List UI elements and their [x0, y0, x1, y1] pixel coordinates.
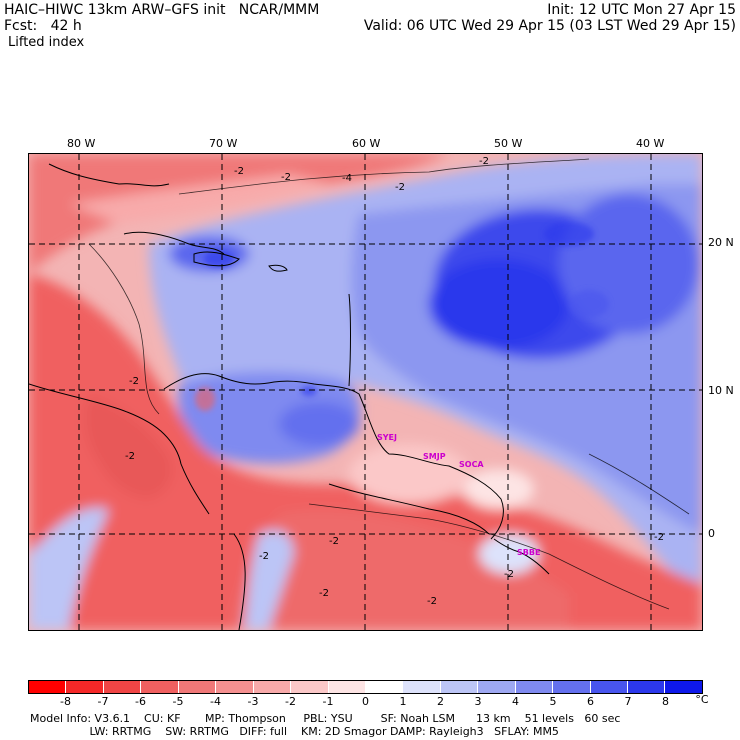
colorbar-tick-label: -1: [322, 695, 334, 708]
colorbar-cell: [439, 681, 478, 693]
contour-label: -2: [234, 166, 244, 177]
contour-label: -2: [281, 172, 291, 183]
colorbar-cell: [327, 681, 365, 693]
contour-label: -2: [479, 156, 489, 167]
graticule: [29, 154, 702, 630]
lon-label-60w: 60 W: [352, 137, 381, 150]
colorbar-tick-label: -6: [135, 695, 146, 708]
colorbar-tick-label: -2: [285, 695, 296, 708]
field-name: Lifted index: [8, 35, 85, 50]
colorbar-tick-label: -4: [210, 695, 221, 708]
colorbar-tick-label: 6: [587, 695, 594, 708]
colorbar-tick-label: 1: [399, 695, 407, 708]
lat-label-20n: 20 N: [708, 236, 734, 249]
model-title: HAIC–HIWC 13km ARW–GFS init NCAR/MMM: [4, 2, 320, 18]
model-info-line2: LW: RRTMG SW: RRTMG DIFF: full KM: 2D Sm…: [30, 725, 559, 738]
station-syej: SYEJ: [377, 433, 397, 442]
colorbar-cell: [29, 681, 66, 693]
colorbar-tick-label: 0: [362, 695, 369, 708]
lon-label-40w: 40 W: [636, 137, 665, 150]
contour-label: -2: [259, 551, 269, 562]
init-time: Init: 12 UTC Mon 27 Apr 15: [547, 2, 736, 18]
colorbar-tick-label: -8: [60, 695, 71, 708]
contour-label: -2: [329, 536, 339, 547]
colorbar-cell: [65, 681, 103, 693]
colorbar-cell: [552, 681, 590, 693]
colorbar-cell: [402, 681, 440, 693]
colorbar-tick-label: -3: [247, 695, 259, 708]
lon-label-50w: 50 W: [494, 137, 523, 150]
map-canvas: -2 -2 -4 -2 -2 -2 -2 -2 -2 -2 -2 -2 -2: [29, 154, 702, 630]
colorbar-cell: [140, 681, 178, 693]
forecast-hour: Fcst: 42 h: [4, 18, 82, 34]
contour-label: -2: [395, 182, 405, 193]
contour-label: -4: [342, 173, 352, 184]
colorbar-cell: [589, 681, 627, 693]
colorbar-cell: [514, 681, 553, 693]
lon-label-70w: 70 W: [209, 137, 238, 150]
valid-time: Valid: 06 UTC Wed 29 Apr 15 (03 LST Wed …: [363, 18, 736, 34]
colorbar-tick-label: -7: [97, 695, 109, 708]
contour-label: -2: [125, 451, 135, 462]
colorbar-tick-label: 4: [512, 695, 519, 708]
colorbar-cell: [252, 681, 291, 693]
lon-label-80w: 80 W: [67, 137, 96, 150]
lifted-index-map: -2 -2 -4 -2 -2 -2 -2 -2 -2 -2 -2 -2 -2 S…: [28, 153, 703, 631]
colorbar: [28, 680, 703, 694]
colorbar-cell: [102, 681, 141, 693]
lat-label-10n: 10 N: [708, 384, 734, 397]
colorbar-cell: [290, 681, 328, 693]
colorbar-cell: [477, 681, 515, 693]
colorbar-tick-label: 7: [624, 695, 632, 708]
colorbar-cell: [627, 681, 665, 693]
colorbar-tick-label: 2: [437, 695, 444, 708]
contour-label: -2: [504, 569, 514, 580]
colorbar-cell: [177, 681, 216, 693]
station-soca: SOCA: [459, 460, 484, 469]
station-sbbe: SBBE: [517, 548, 541, 557]
colorbar-tick-label: 8: [662, 695, 669, 708]
coastlines: [29, 163, 550, 630]
station-smjp: SMJP: [423, 452, 446, 461]
contour-label: -2: [427, 596, 437, 607]
colorbar-tick-label: 5: [549, 695, 557, 708]
lat-label-0: 0: [708, 527, 715, 540]
contour-label: -2: [129, 376, 139, 387]
colorbar-tick-label: -5: [172, 695, 184, 708]
colorbar-tick-label: 3: [474, 695, 482, 708]
contour-label: -2: [654, 532, 664, 543]
colorbar-cell: [215, 681, 253, 693]
colorbar-unit: °C: [695, 693, 709, 706]
model-info-line1: Model Info: V3.6.1 CU: KF MP: Thompson P…: [30, 712, 621, 725]
colorbar-cell: [664, 681, 702, 693]
contour-label: -2: [319, 588, 329, 599]
colorbar-cell: [364, 681, 403, 693]
